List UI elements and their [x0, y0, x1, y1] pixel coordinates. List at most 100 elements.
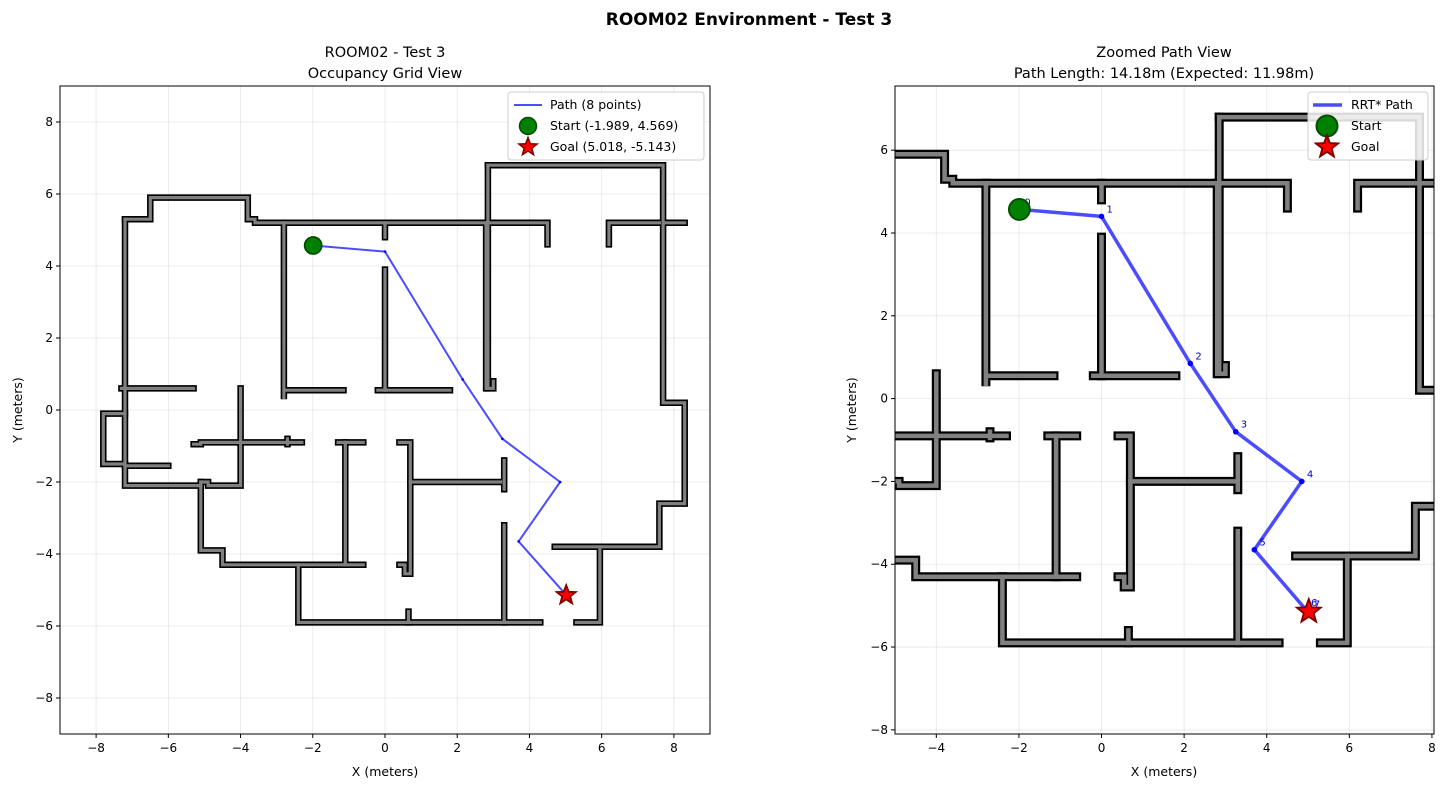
- right-legend-goal: Goal: [1351, 139, 1379, 154]
- left-legend-path: Path (8 points): [550, 97, 642, 112]
- x-tick-label: −4: [927, 741, 945, 755]
- left-legend: Path (8 points) Start (-1.989, 4.569) Go…: [507, 91, 705, 161]
- path-waypoint: [1232, 428, 1239, 435]
- x-tick-label: 2: [453, 741, 461, 755]
- wall-fill: [983, 181, 1057, 387]
- wall-fill: [101, 412, 170, 468]
- path-waypoint: [501, 437, 504, 441]
- path-line: [1019, 207, 1310, 614]
- y-tick-label: 6: [45, 187, 53, 201]
- x-tick-label: 8: [670, 741, 678, 755]
- right-legend-start: Start: [1351, 118, 1382, 133]
- x-tick-label: −6: [159, 741, 177, 755]
- waypoint-label: 5: [1259, 538, 1265, 549]
- path-line: [313, 244, 567, 596]
- y-tick-label: 2: [45, 331, 53, 345]
- right-ticks: −4 −2 0 2 4 6 8 −8 −6 −4 −2 0 2 4 6: [870, 143, 1435, 755]
- left-legend-start-swatch: [518, 116, 538, 136]
- x-tick-label: −2: [304, 741, 322, 755]
- path-waypoint: [1299, 478, 1305, 485]
- start-marker: [1007, 198, 1031, 221]
- wall-outline: [573, 543, 604, 626]
- wall-fill: [1318, 553, 1350, 646]
- wall-outline: [605, 219, 663, 248]
- wall-fill: [607, 221, 662, 246]
- left-legend-goal: Goal (5.018, -5.143): [550, 139, 676, 154]
- y-tick-label: 0: [880, 392, 888, 406]
- left-title-line2: Occupancy Grid View: [308, 66, 463, 82]
- wall-fill: [1000, 574, 1282, 646]
- path-waypoint: [1251, 546, 1258, 553]
- wall-outline: [779, 403, 853, 463]
- wall-fill: [1293, 181, 1434, 559]
- x-tick-label: 6: [1346, 741, 1354, 755]
- y-tick-label: −6: [870, 640, 888, 654]
- right-x-axis-label: X (meters): [1131, 764, 1197, 779]
- right-path: 01234567: [1016, 197, 1320, 615]
- left-legend-start: Start (-1.989, 4.569): [550, 118, 678, 133]
- wall-fill: [199, 480, 365, 567]
- left-map-walls: [100, 161, 688, 626]
- wall-outline: [1291, 178, 1434, 561]
- left-legend-goal-swatch: [516, 135, 540, 157]
- waypoint-label: 3: [1241, 420, 1247, 431]
- path-waypoint: [1187, 360, 1194, 367]
- x-tick-label: −4: [232, 741, 250, 755]
- left-legend-box: [507, 91, 705, 161]
- wall-fill: [553, 221, 687, 549]
- y-tick-label: 4: [45, 259, 53, 273]
- y-tick-label: −4: [35, 547, 53, 561]
- x-tick-label: 8: [1428, 741, 1436, 755]
- right-y-axis-label: Y (meters): [844, 377, 859, 443]
- right-title-line2: Path Length: 14.18m (Expected: 11.98m): [1014, 66, 1314, 82]
- path-waypoint: [1098, 213, 1105, 220]
- y-tick-label: 8: [45, 115, 53, 129]
- left-gridlines: [60, 86, 710, 734]
- wall-outline: [1315, 551, 1352, 648]
- left-x-axis-label: X (meters): [352, 764, 418, 779]
- y-tick-label: 2: [880, 309, 888, 323]
- y-tick-label: 4: [880, 226, 888, 240]
- y-tick-label: 6: [880, 143, 888, 157]
- wall-fill: [486, 163, 495, 390]
- wall-outline: [1353, 178, 1420, 213]
- right-start-goal: [1007, 198, 1324, 624]
- start-marker: [303, 236, 323, 255]
- right-legend: RRT* Path Start Goal: [1307, 91, 1429, 161]
- wall-fill: [895, 152, 1290, 211]
- waypoint-label: 7: [1314, 600, 1320, 611]
- wall-fill: [192, 440, 304, 446]
- wall-fill: [1216, 114, 1228, 377]
- left-ticks: −8 −6 −4 −2 0 2 4 6 8 −8 −6 −4 −2 0 2 4 6 8: [35, 115, 677, 755]
- waypoint-label: 4: [1307, 469, 1313, 480]
- zoomed-path-panel: Zoomed Path View Path Length: 14.18m (Ex…: [779, 45, 1436, 779]
- waypoint-label: 6: [1311, 598, 1317, 609]
- wall-outline: [197, 478, 367, 569]
- wall-outline: [895, 476, 1082, 582]
- waypoint-label: 2: [1195, 351, 1201, 362]
- occupancy-grid-panel: ROOM02 - Test 3 Occupancy Grid View −8 −6…: [10, 45, 711, 779]
- wall-fill: [779, 403, 853, 463]
- left-title-line1: ROOM02 - Test 3: [325, 45, 446, 61]
- path-waypoint: [461, 378, 464, 381]
- wall-fill: [397, 440, 412, 576]
- wall-fill: [123, 217, 243, 488]
- wall-fill: [1115, 433, 1133, 590]
- goal-marker: [1294, 596, 1324, 624]
- right-plot-frame: [894, 85, 1435, 735]
- left-y-axis-label: Y (meters): [10, 377, 25, 443]
- y-tick-label: −2: [35, 475, 53, 489]
- right-legend-path: RRT* Path: [1351, 97, 1413, 112]
- wall-outline: [100, 410, 172, 470]
- wall-fill: [895, 433, 1009, 439]
- figure-title: ROOM02 Environment - Test 3: [606, 10, 893, 30]
- wall-fill: [486, 163, 687, 225]
- wall-fill: [574, 545, 602, 625]
- left-start-goal: [303, 236, 579, 606]
- x-tick-label: 4: [1263, 741, 1271, 755]
- x-tick-label: −8: [87, 741, 105, 755]
- wall-fill: [282, 221, 346, 400]
- path-waypoint: [517, 540, 520, 543]
- waypoint-label: 1: [1107, 204, 1113, 215]
